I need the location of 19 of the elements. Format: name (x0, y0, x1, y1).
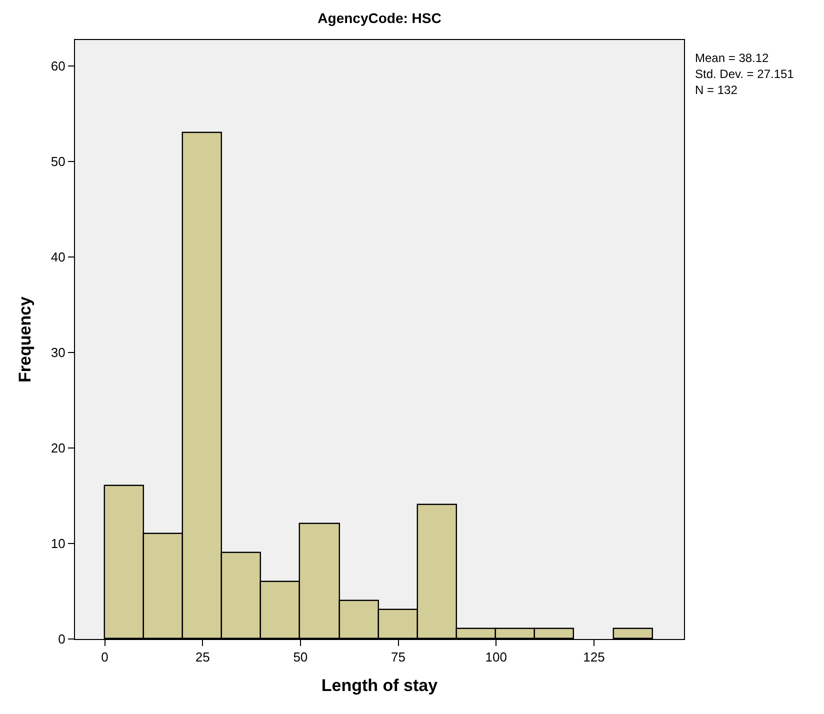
y-tick-label: 10 (50, 536, 66, 552)
text: N = 132 (695, 83, 738, 97)
y-tick-label: 0 (58, 632, 66, 647)
y-tick-label: 60 (50, 58, 66, 74)
y-tick-label: 20 (50, 440, 66, 456)
x-tick-label: 100 (485, 650, 507, 665)
y-tick-label: 30 (50, 344, 66, 360)
text: Std. Dev. = 27.151 (695, 67, 794, 81)
x-axis-title: Length of stay (321, 676, 438, 695)
text: Mean = 38.12 (695, 51, 770, 65)
y-axis-title: Frequency (15, 296, 34, 382)
x-tick-label: 125 (583, 650, 605, 665)
x-tick-label: 0 (101, 650, 108, 665)
y-tick-label: 40 (50, 249, 66, 264)
x-tick-label: 50 (293, 650, 308, 665)
x-tick-label: 25 (195, 650, 210, 665)
y-tick-label: 50 (50, 154, 66, 169)
x-tick-label: 75 (391, 650, 406, 665)
chart-title: AgencyCode: HSC (318, 10, 442, 26)
